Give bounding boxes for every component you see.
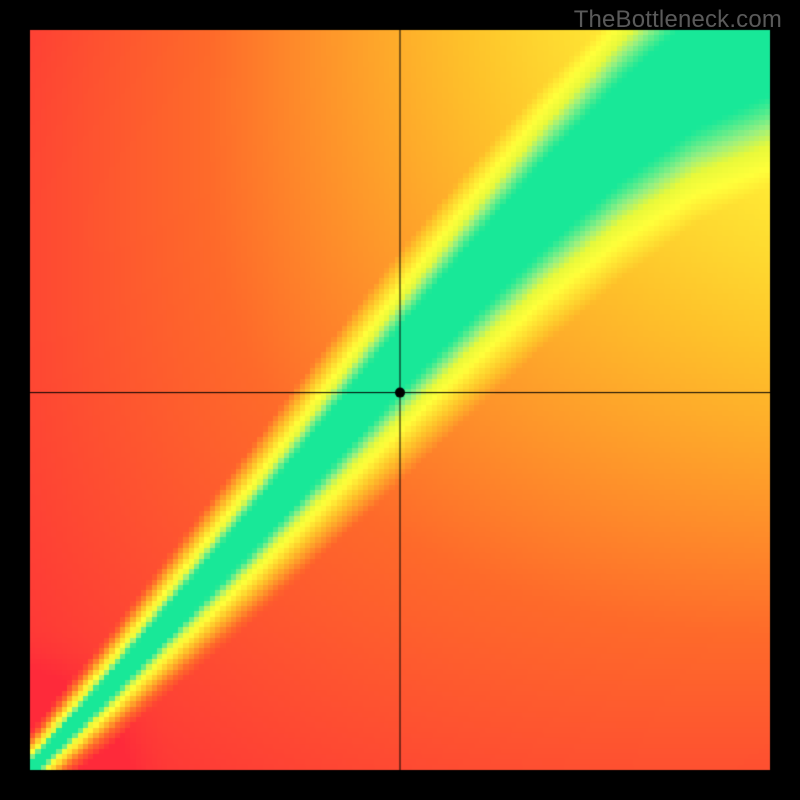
chart-container: TheBottleneck.com: [0, 0, 800, 800]
watermark-text: TheBottleneck.com: [574, 6, 782, 34]
bottleneck-heatmap: [0, 0, 800, 800]
